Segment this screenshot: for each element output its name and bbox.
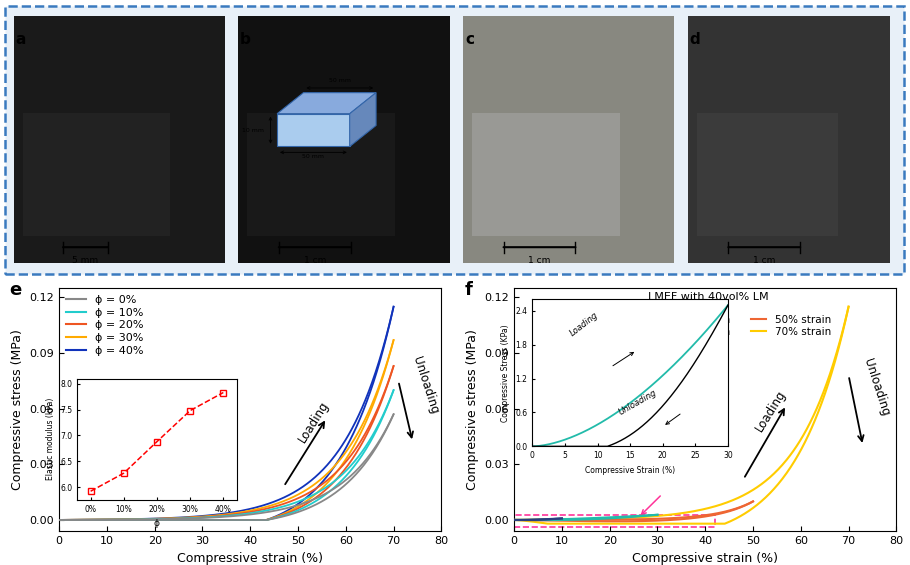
Text: c: c bbox=[465, 32, 474, 47]
Text: d: d bbox=[690, 32, 701, 47]
Bar bbox=[14, 16, 225, 263]
Y-axis label: Compressive Stress (KPa): Compressive Stress (KPa) bbox=[501, 324, 510, 421]
Text: 50 mm: 50 mm bbox=[302, 154, 324, 159]
Bar bbox=[248, 113, 395, 236]
Text: b: b bbox=[240, 32, 251, 47]
Text: Unloading: Unloading bbox=[617, 388, 658, 418]
Text: 1 cm: 1 cm bbox=[529, 257, 551, 266]
Bar bbox=[697, 113, 838, 236]
Text: Loading: Loading bbox=[753, 388, 789, 434]
Bar bbox=[472, 113, 620, 236]
Text: f: f bbox=[464, 281, 472, 299]
Text: Unloading: Unloading bbox=[861, 357, 891, 418]
Bar bbox=[463, 16, 674, 263]
Text: 5 mm: 5 mm bbox=[73, 257, 98, 266]
Text: LMEF with 40vol% LM: LMEF with 40vol% LM bbox=[648, 292, 769, 302]
Y-axis label: Compressive stress (MPa): Compressive stress (MPa) bbox=[11, 329, 24, 490]
Y-axis label: Compressive stress (MPa): Compressive stress (MPa) bbox=[466, 329, 479, 490]
Text: Unloading: Unloading bbox=[410, 355, 441, 415]
Text: 1 cm: 1 cm bbox=[753, 257, 775, 266]
Text: Loading: Loading bbox=[296, 399, 331, 445]
Polygon shape bbox=[277, 114, 349, 146]
Y-axis label: Elastic modulus (kPa): Elastic modulus (kPa) bbox=[46, 398, 55, 480]
Text: e: e bbox=[9, 281, 22, 299]
X-axis label: Compressive strain (%): Compressive strain (%) bbox=[632, 551, 778, 564]
Bar bbox=[23, 113, 170, 236]
Text: 50 mm: 50 mm bbox=[329, 78, 350, 83]
Polygon shape bbox=[349, 93, 376, 146]
X-axis label: Compressive strain (%): Compressive strain (%) bbox=[177, 551, 323, 564]
Bar bbox=[688, 16, 890, 263]
Text: Loading: Loading bbox=[568, 311, 600, 338]
Text: 1 cm: 1 cm bbox=[304, 257, 326, 266]
X-axis label: Compressive Strain (%): Compressive Strain (%) bbox=[585, 466, 675, 475]
X-axis label: ϕ: ϕ bbox=[154, 519, 160, 528]
Text: a: a bbox=[15, 32, 25, 47]
Text: 10 mm: 10 mm bbox=[242, 128, 264, 133]
Polygon shape bbox=[277, 93, 376, 114]
Bar bbox=[238, 16, 450, 263]
Bar bbox=[514, 515, 715, 527]
Legend: ϕ = 0%, ϕ = 10%, ϕ = 20%, ϕ = 30%, ϕ = 40%: ϕ = 0%, ϕ = 10%, ϕ = 20%, ϕ = 30%, ϕ = 4… bbox=[61, 290, 147, 360]
Legend: 10% strain, 30% strain, 50% strain, 70% strain: 10% strain, 30% strain, 50% strain, 70% … bbox=[645, 310, 835, 341]
